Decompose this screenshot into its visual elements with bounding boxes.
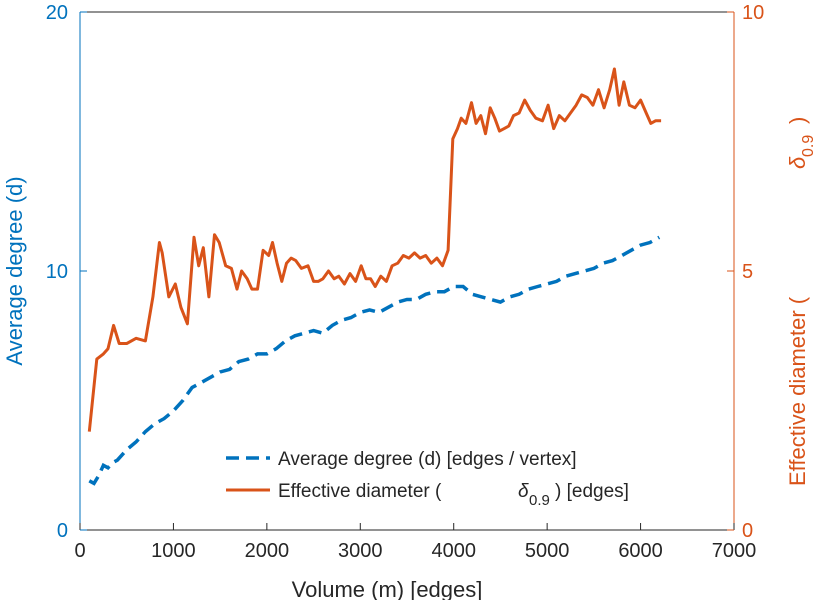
right-y-tick-label: 10: [742, 2, 764, 24]
legend: Average degree (d) [edges / vertex] Effe…: [226, 449, 629, 509]
x-tick-label: 2000: [245, 540, 290, 562]
x-tick-label: 5000: [525, 540, 570, 562]
left-y-tick-label: 0: [57, 520, 68, 542]
x-tick-label: 0: [74, 540, 85, 562]
x-tick-label: 7000: [712, 540, 757, 562]
series-line-effective-diameter: [87, 67, 662, 432]
right-y-tick-label: 0: [742, 520, 753, 542]
right-y-axis-label-symbol: δ: [785, 156, 810, 169]
right-y-axis-label-subscript: 0.9: [800, 135, 817, 157]
legend-label-average-degree: Average degree (d) [edges / vertex]: [278, 449, 577, 470]
legend-label-effective-diameter-subscript: 0.9: [529, 492, 550, 509]
x-tick-label: 3000: [338, 540, 383, 562]
left-y-axis-label: Average degree (d): [2, 176, 27, 365]
right-y-axis-label-close: ): [785, 117, 810, 124]
x-tick-label: 4000: [431, 540, 476, 562]
legend-label-effective-diameter-symbol: δ: [518, 481, 529, 502]
left-y-tick-label: 10: [46, 261, 68, 283]
left-y-ticks: 0 10 20: [46, 2, 87, 542]
left-y-tick-label: 20: [46, 2, 68, 24]
x-tick-label: 6000: [618, 540, 663, 562]
legend-label-effective-diameter-pre: Effective diameter (: [278, 481, 442, 502]
x-ticks: 0 1000 2000 3000 4000 5000 6000 7000: [74, 523, 756, 562]
right-y-axis-label: Effective diameter ( δ 0.9 ): [785, 117, 817, 486]
right-y-axis-label-pre: Effective diameter (: [785, 296, 810, 486]
legend-label-effective-diameter-post: ) [edges]: [555, 481, 629, 502]
series-line-average-degree: [88, 235, 661, 486]
right-y-ticks: 0 5 10: [727, 2, 764, 542]
x-axis-label: Volume (m) [edges]: [292, 577, 483, 600]
x-tick-label: 1000: [151, 540, 196, 562]
right-y-tick-label: 5: [742, 261, 753, 283]
